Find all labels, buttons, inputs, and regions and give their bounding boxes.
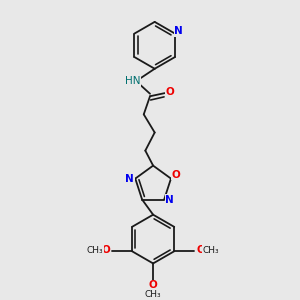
Text: O: O [196,245,205,255]
Text: CH₃: CH₃ [145,290,161,298]
Text: O: O [165,87,174,97]
Text: CH₃: CH₃ [202,246,219,255]
Text: CH₃: CH₃ [87,246,103,255]
Text: HN: HN [125,76,141,86]
Text: O: O [101,245,110,255]
Text: O: O [149,280,158,290]
Text: N: N [125,174,134,184]
Text: N: N [165,194,174,205]
Text: N: N [174,26,183,36]
Text: O: O [171,170,180,180]
